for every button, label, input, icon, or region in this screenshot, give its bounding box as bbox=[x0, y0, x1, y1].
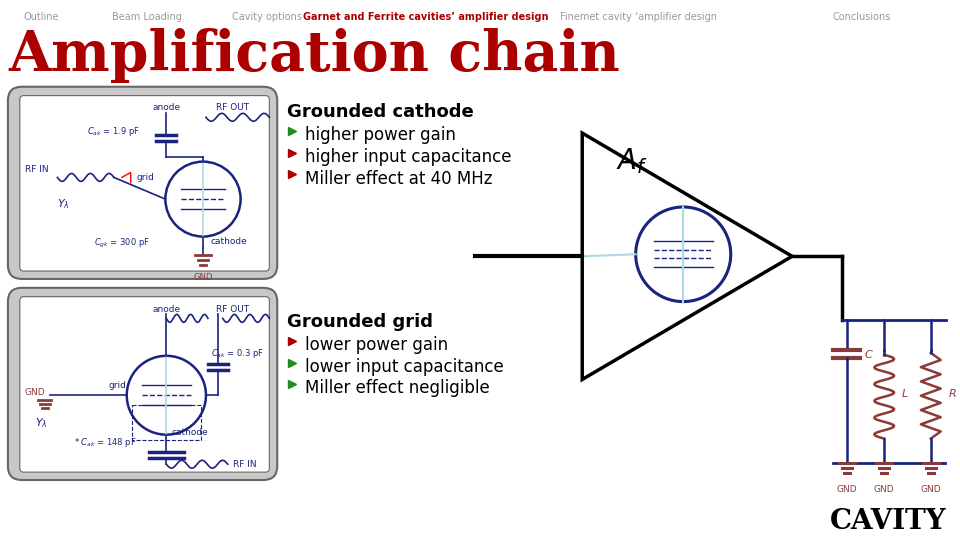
Text: GND: GND bbox=[25, 388, 45, 397]
Text: anode: anode bbox=[153, 305, 180, 314]
Text: RF IN: RF IN bbox=[25, 165, 48, 174]
Text: lower power gain: lower power gain bbox=[305, 336, 448, 354]
Text: $C_{ak}$ = 1.9 pF: $C_{ak}$ = 1.9 pF bbox=[87, 125, 140, 138]
FancyBboxPatch shape bbox=[20, 96, 270, 271]
Text: GND: GND bbox=[836, 485, 857, 494]
Text: R: R bbox=[948, 389, 956, 399]
Text: GND: GND bbox=[874, 485, 895, 494]
Text: * $C_{ak}$ = 148 pF: * $C_{ak}$ = 148 pF bbox=[74, 436, 137, 449]
Text: Garnet and Ferrite cavities’ amplifier design: Garnet and Ferrite cavities’ amplifier d… bbox=[303, 12, 548, 22]
Text: Beam Loading: Beam Loading bbox=[111, 12, 181, 22]
Text: cathode: cathode bbox=[211, 237, 248, 246]
Text: CAVITY: CAVITY bbox=[830, 508, 947, 535]
FancyBboxPatch shape bbox=[8, 288, 277, 480]
Text: cathode: cathode bbox=[171, 428, 208, 437]
Text: GND: GND bbox=[921, 485, 941, 494]
Text: RF OUT: RF OUT bbox=[216, 305, 250, 314]
Text: Conclusions: Conclusions bbox=[832, 12, 891, 22]
Text: Finemet cavity ‘amplifier design: Finemet cavity ‘amplifier design bbox=[561, 12, 717, 22]
Bar bbox=[132, 405, 201, 440]
Text: lower input capacitance: lower input capacitance bbox=[305, 358, 504, 376]
Text: Grounded grid: Grounded grid bbox=[287, 313, 433, 332]
Text: $C_{gk}$ = 300 pF: $C_{gk}$ = 300 pF bbox=[94, 237, 150, 250]
Text: higher power gain: higher power gain bbox=[305, 126, 456, 144]
Text: $C_{ak}$ = 0.3 pF: $C_{ak}$ = 0.3 pF bbox=[211, 347, 264, 360]
Text: Outline: Outline bbox=[24, 12, 60, 22]
Text: Miller effect at 40 MHz: Miller effect at 40 MHz bbox=[305, 170, 492, 187]
Text: RF OUT: RF OUT bbox=[216, 104, 250, 112]
Text: $A_f$: $A_f$ bbox=[616, 146, 648, 176]
Text: $Y_\lambda$: $Y_\lambda$ bbox=[35, 416, 47, 430]
Text: Grounded cathode: Grounded cathode bbox=[287, 104, 474, 122]
FancyBboxPatch shape bbox=[8, 87, 277, 279]
Text: higher input capacitance: higher input capacitance bbox=[305, 148, 512, 166]
Text: C: C bbox=[864, 350, 873, 360]
Text: RF IN: RF IN bbox=[232, 460, 256, 469]
Text: grid: grid bbox=[108, 381, 127, 390]
Text: GND: GND bbox=[193, 273, 213, 282]
Text: Miller effect negligible: Miller effect negligible bbox=[305, 380, 490, 397]
Text: Cavity options: Cavity options bbox=[232, 12, 302, 22]
Text: L: L bbox=[902, 389, 908, 399]
Text: grid: grid bbox=[136, 173, 155, 182]
FancyBboxPatch shape bbox=[20, 296, 270, 472]
Text: Amplification chain: Amplification chain bbox=[8, 28, 619, 83]
Text: $Y_\lambda$: $Y_\lambda$ bbox=[58, 197, 70, 211]
Text: anode: anode bbox=[153, 104, 180, 112]
